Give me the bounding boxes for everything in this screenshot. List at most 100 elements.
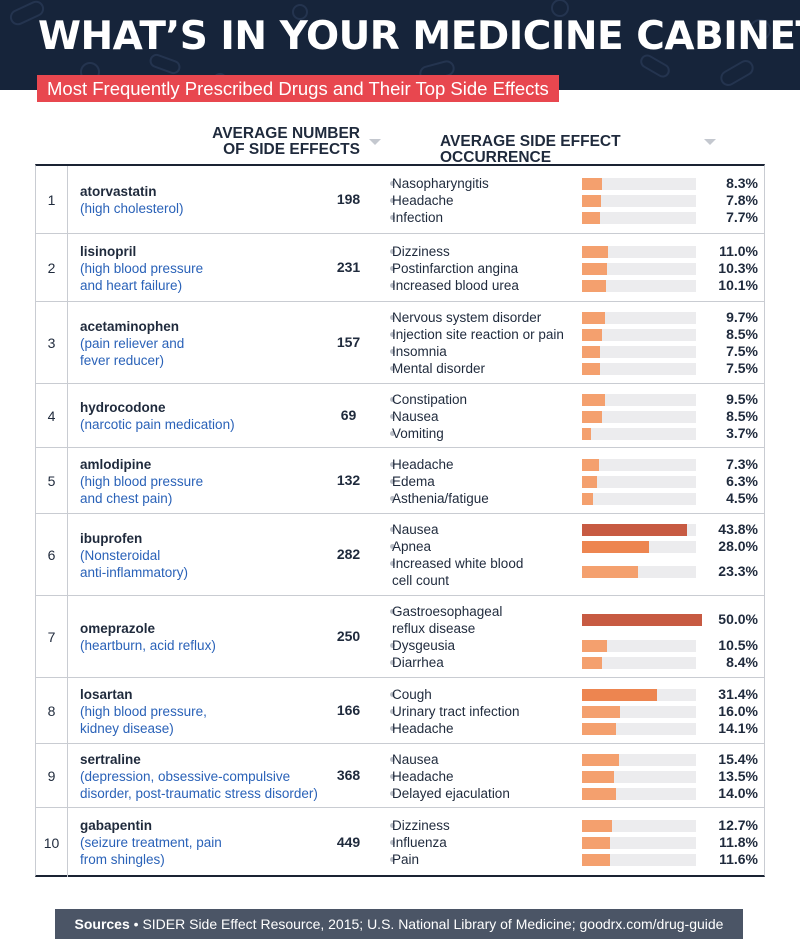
drug-info: lisinopril (high blood pressure and heart… <box>80 243 340 294</box>
bar-track <box>582 614 702 626</box>
side-effect-label: Increased white blood cell count <box>392 556 524 588</box>
bar <box>582 640 607 652</box>
drug-name: acetaminophen <box>80 319 180 334</box>
bar-track <box>582 246 696 258</box>
rank-number: 7 <box>36 596 68 677</box>
bullet-icon <box>390 479 395 484</box>
rank-number: 6 <box>36 514 68 595</box>
drug-name: gabapentin <box>80 818 153 833</box>
percent-label: 3.7% <box>726 425 758 441</box>
bar-track <box>582 263 696 275</box>
bar-track <box>582 541 696 553</box>
column-header-occurrence: AVERAGE SIDE EFFECT OCCURRENCE <box>440 133 621 166</box>
drug-use: (high blood pressure and chest pain) <box>80 474 204 506</box>
percent-label: 8.5% <box>726 408 758 424</box>
side-effect-count: 157 <box>336 334 361 350</box>
bar-track <box>582 754 696 766</box>
side-effect-label: Headache <box>392 769 454 784</box>
bullet-icon <box>390 791 395 796</box>
drug-name: lisinopril <box>80 244 137 259</box>
percent-label: 7.5% <box>726 343 758 359</box>
percent-label: 9.7% <box>726 309 758 325</box>
bar <box>582 524 687 536</box>
sources-label: Sources <box>74 916 130 932</box>
bullet-icon <box>390 215 395 220</box>
drug-name: atorvastatin <box>80 184 157 199</box>
bullet-icon <box>390 462 395 467</box>
bullet-icon <box>390 544 395 549</box>
drug-use: (heartburn, acid reflux) <box>80 638 216 653</box>
bar <box>582 178 602 190</box>
bar <box>582 820 612 832</box>
table-row: 9 sertraline (depression, obsessive-compul… <box>36 744 764 808</box>
side-effect-label: Vomiting <box>392 426 444 441</box>
side-effect-label: Nervous system disorder <box>392 310 542 325</box>
table-row: 8 losartan (high blood pressure, kidney di… <box>36 678 764 744</box>
sources-footer: Sources • SIDER Side Effect Resource, 20… <box>55 909 743 939</box>
drug-use: (high blood pressure, kidney disease) <box>80 704 207 736</box>
bullet-icon <box>390 527 395 532</box>
bullet-icon <box>390 366 395 371</box>
bar <box>582 476 597 488</box>
bar-track <box>582 493 696 505</box>
drug-info: ibuprofen (Nonsteroidal anti-inflammatory… <box>80 530 340 581</box>
sources-text: SIDER Side Effect Resource, 2015; U.S. N… <box>142 916 724 932</box>
side-effect-label: Diarrhea <box>392 655 444 670</box>
drug-name: omeprazole <box>80 621 156 636</box>
percent-label: 11.0% <box>719 243 758 259</box>
drug-name: losartan <box>80 687 133 702</box>
bar <box>582 329 602 341</box>
percent-label: 10.1% <box>718 277 758 293</box>
bar-track <box>582 346 696 358</box>
bar-track <box>582 280 696 292</box>
side-effect-count: 368 <box>336 767 361 783</box>
bar-track <box>582 195 696 207</box>
bullet-icon <box>390 283 395 288</box>
side-effect-label: Delayed ejaculation <box>392 786 510 801</box>
percent-label: 11.8% <box>719 834 758 850</box>
drug-name: sertraline <box>80 752 141 767</box>
percent-label: 16.0% <box>718 703 758 719</box>
side-effect-count: 132 <box>336 472 361 488</box>
bullet-icon <box>390 414 395 419</box>
drug-name: amlodipine <box>80 457 152 472</box>
side-effect-label: Dizziness <box>392 244 450 259</box>
bar-track <box>582 476 696 488</box>
bar <box>582 195 601 207</box>
side-effect-label: Pain <box>392 852 420 867</box>
drug-use: (Nonsteroidal anti-inflammatory) <box>80 548 189 580</box>
sort-triangle-icon <box>704 139 716 145</box>
bar <box>582 788 616 800</box>
drug-name: ibuprofen <box>80 531 143 546</box>
side-effect-label: Edema <box>392 474 435 489</box>
bar-track <box>582 178 696 190</box>
bar-track <box>582 212 696 224</box>
bullet-icon <box>390 181 395 186</box>
bar-track <box>582 706 696 718</box>
bar-track <box>582 771 696 783</box>
side-effect-count: 250 <box>336 628 361 644</box>
bar <box>582 541 649 553</box>
side-effect-count: 231 <box>336 259 361 275</box>
bar-track <box>582 723 696 735</box>
bullet-icon <box>390 249 395 254</box>
percent-label: 14.1% <box>718 720 758 736</box>
bar <box>582 837 610 849</box>
bullet-icon <box>390 266 395 271</box>
drug-use: (seizure treatment, pain from shingles) <box>80 835 222 867</box>
percent-label: 8.5% <box>726 326 758 342</box>
drug-use: (high blood pressure and heart failure) <box>80 261 204 293</box>
percent-label: 7.3% <box>726 456 758 472</box>
percent-label: 7.8% <box>726 192 758 208</box>
rank-number: 2 <box>36 234 68 301</box>
bullet-icon <box>390 431 395 436</box>
side-effect-label: Nausea <box>392 409 439 424</box>
table-row: 2 lisinopril (high blood pressure and hear… <box>36 234 764 302</box>
drug-info: omeprazole (heartburn, acid reflux) <box>80 620 340 654</box>
side-effect-label: Dysgeusia <box>392 638 456 653</box>
bullet-icon <box>390 757 395 762</box>
bar-track <box>582 788 696 800</box>
side-effect-label: Headache <box>392 721 454 736</box>
bar-track <box>582 820 696 832</box>
bar-track <box>582 566 696 578</box>
